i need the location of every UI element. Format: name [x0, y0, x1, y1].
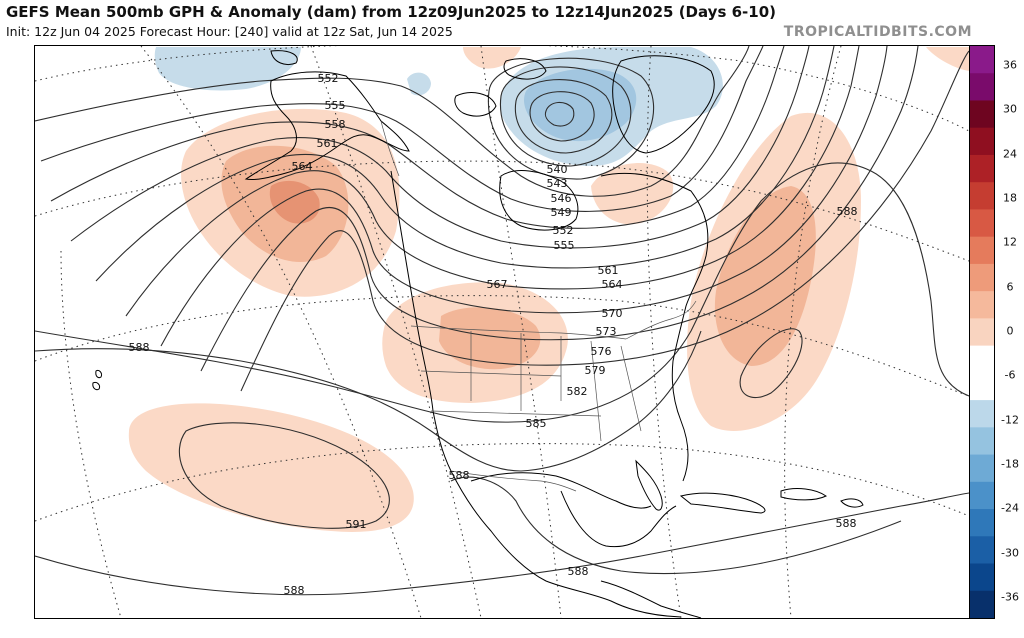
- anomaly-positive-central-us-inner: [439, 307, 541, 370]
- anomaly-colorbar: [969, 45, 995, 619]
- graticule: [35, 46, 969, 618]
- height-contours: [35, 46, 969, 596]
- colorbar-swatch: [970, 372, 994, 401]
- anomaly-negative-bering: [154, 47, 301, 91]
- map-panel: 552 555 558 561 564 540 543 546 549 552 555 561 564 5…: [34, 45, 970, 619]
- contour-label: 588: [449, 469, 470, 482]
- contour-label: 552: [553, 224, 574, 237]
- colorbar-swatch: [970, 536, 994, 565]
- colorbar-swatch: [970, 263, 994, 292]
- watermark: TROPICALTIDBITS.COM: [783, 24, 972, 40]
- contour-label: 588: [836, 517, 857, 530]
- contour-label: 561: [598, 264, 619, 277]
- colorbar-tick-label: 24: [1003, 147, 1017, 161]
- colorbar-tick-label: 30: [1003, 102, 1017, 116]
- anomaly-positive-ne-corner: [926, 47, 969, 71]
- colorbar-swatch: [970, 481, 994, 510]
- contour-label: 588: [129, 341, 150, 354]
- colorbar-tick-label: -18: [1001, 457, 1019, 471]
- colorbar-swatch: [970, 73, 994, 101]
- anomaly-positive-subtropical-pacific: [128, 403, 414, 532]
- colorbar-swatch: [970, 454, 994, 483]
- colorbar-swatch: [970, 291, 994, 319]
- colorbar-swatch: [970, 209, 994, 238]
- contour-label: 549: [551, 206, 572, 219]
- contour-label: 579: [585, 364, 606, 377]
- colorbar-tick-label: 6: [1006, 280, 1014, 294]
- contour-label: 588: [837, 205, 858, 218]
- colorbar-tick-label: -30: [1001, 546, 1019, 560]
- colorbar-swatch: [970, 318, 994, 347]
- colorbar-swatch: [970, 154, 994, 183]
- colorbar-swatch: [970, 182, 994, 210]
- contour-label: 585: [526, 417, 547, 430]
- contour-label: 567: [487, 278, 508, 291]
- contour-label: 555: [325, 99, 346, 112]
- contour-label: 591: [346, 518, 367, 531]
- colorbar-swatch: [970, 427, 994, 456]
- anomaly-positive-top-center: [463, 47, 521, 69]
- anomaly-negative-baffin-inner: [524, 68, 637, 142]
- colorbar-tick-label: 18: [1003, 191, 1017, 205]
- contour-label: 564: [292, 160, 313, 173]
- contour-label: 570: [602, 307, 623, 320]
- anomaly-negative-small: [407, 72, 431, 96]
- colorbar-tick-label: 36: [1003, 58, 1017, 72]
- anomaly-positive-quebec: [591, 163, 674, 225]
- colorbar-tick-label: 0: [1006, 324, 1014, 338]
- colorbar-swatch: [970, 236, 994, 265]
- colorbar-tick-label: -36: [1001, 590, 1019, 604]
- contour-label: 564: [602, 278, 623, 291]
- contour-label: 588: [284, 584, 305, 597]
- anomaly-positive-gulf-of-alaska-core: [269, 180, 320, 224]
- contour-label: 558: [325, 118, 346, 131]
- map-title: GEFS Mean 500mb GPH & Anomaly (dam) from…: [6, 3, 776, 21]
- coastlines: [92, 50, 864, 618]
- map-subtitle: Init: 12z Jun 04 2025 Forecast Hour: [24…: [6, 24, 453, 39]
- colorbar-swatches: [970, 46, 994, 619]
- contour-label: 582: [567, 385, 588, 398]
- colorbar-swatch: [970, 345, 994, 374]
- colorbar-swatch: [970, 563, 994, 592]
- anomaly-positive-western-atlantic-inner: [714, 186, 816, 366]
- contour-label: 543: [547, 177, 568, 190]
- contour-label: 552: [318, 72, 339, 85]
- contour-label: 555: [554, 239, 575, 252]
- colorbar-swatch: [970, 100, 994, 129]
- contour-label: 561: [317, 137, 338, 150]
- contour-label: 546: [551, 192, 572, 205]
- colorbar-swatch: [970, 400, 994, 428]
- colorbar-tick-label: -24: [1001, 501, 1019, 515]
- contour-label: 576: [591, 345, 612, 358]
- colorbar-tick-label: 12: [1003, 235, 1017, 249]
- colorbar-swatch: [970, 127, 994, 156]
- colorbar-swatch: [970, 46, 994, 74]
- contour-label: 540: [547, 163, 568, 176]
- colorbar-labels: 36 30 24 18 12 6 0 -6 -12 -18 -24 -30 -36: [993, 45, 1024, 619]
- colorbar-swatch: [970, 509, 994, 537]
- contour-label: 573: [596, 325, 617, 338]
- colorbar-tick-label: -12: [1001, 413, 1019, 427]
- political-borders: [380, 120, 697, 492]
- contour-label: 588: [568, 565, 589, 578]
- colorbar-swatch: [970, 590, 994, 619]
- anomaly-shading: [128, 47, 969, 532]
- colorbar-tick-label: -6: [1004, 368, 1016, 382]
